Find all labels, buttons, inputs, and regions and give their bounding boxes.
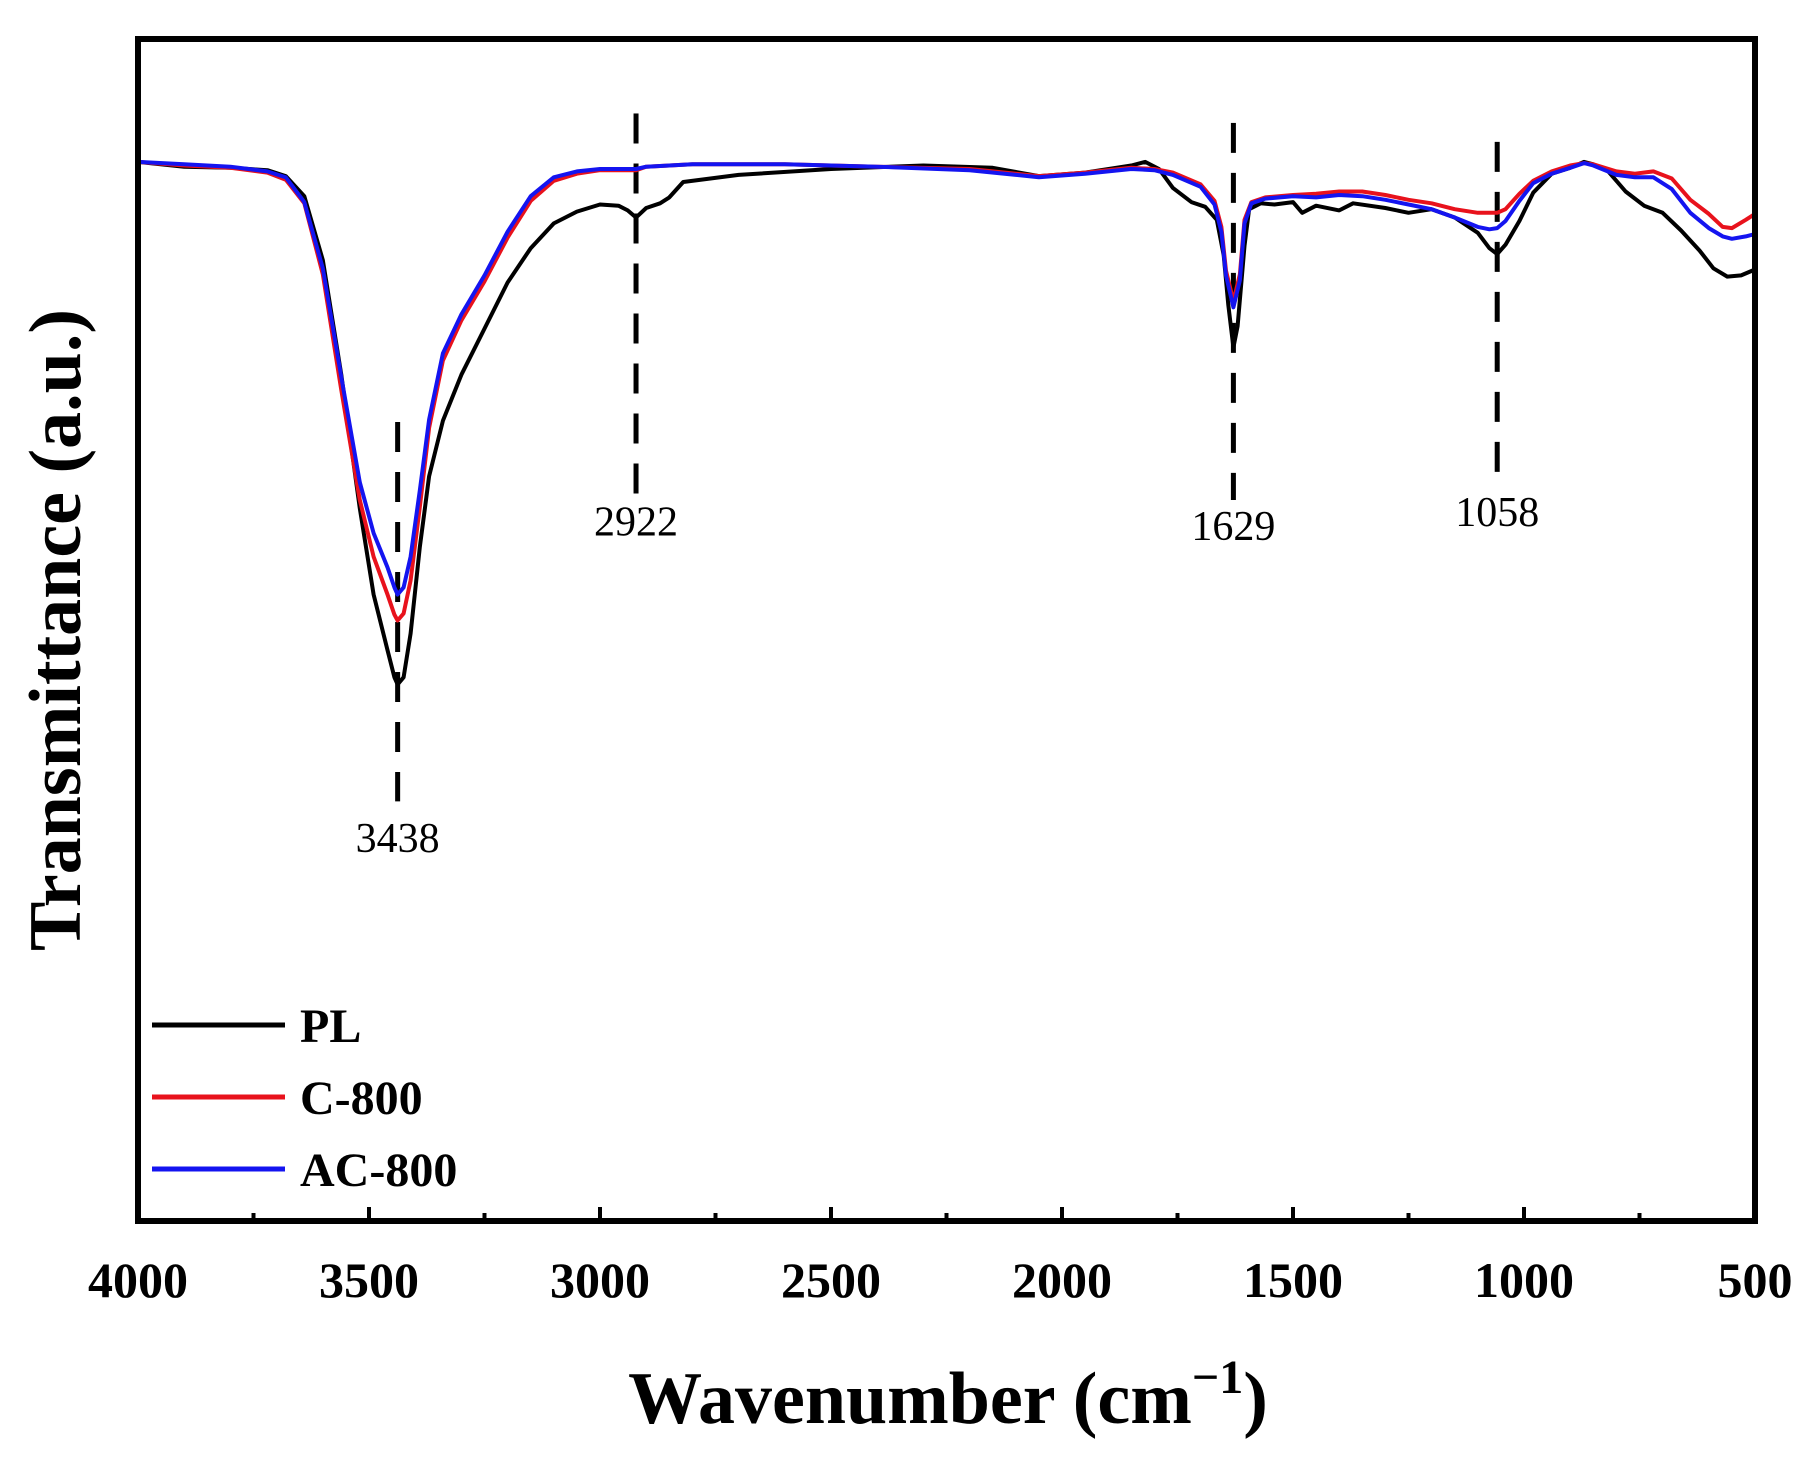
x-tick-label-1500: 1500 bbox=[1243, 1252, 1343, 1308]
legend-label-c-800: C-800 bbox=[300, 1072, 423, 1125]
y-axis-title: Transmittance (a.u.) bbox=[15, 309, 97, 951]
x-tick-label-3000: 3000 bbox=[550, 1252, 650, 1308]
series-line-pl bbox=[137, 159, 1756, 687]
peak-label-3438: 3438 bbox=[356, 816, 440, 862]
legend-label-ac-800: AC-800 bbox=[300, 1144, 457, 1197]
x-tick-label-3500: 3500 bbox=[319, 1252, 419, 1308]
x-tick-label-4000: 4000 bbox=[88, 1252, 188, 1308]
peak-label-1629: 1629 bbox=[1191, 504, 1275, 550]
x-tick-label-2500: 2500 bbox=[781, 1252, 881, 1308]
peak-annotations: 3438 2922 1629 1058 bbox=[356, 113, 1539, 862]
data-series bbox=[137, 159, 1757, 687]
peak-label-2922: 2922 bbox=[594, 499, 678, 545]
x-tick-label-2000: 2000 bbox=[1012, 1252, 1112, 1308]
x-axis-title: Wavenumber (cm−1) bbox=[628, 1351, 1268, 1440]
legend-label-pl: PL bbox=[300, 1000, 361, 1053]
x-axis-title-sup: −1 bbox=[1192, 1351, 1243, 1404]
series-line-ac-800 bbox=[137, 159, 1756, 597]
x-axis-title-close: ) bbox=[1243, 1358, 1268, 1440]
x-axis-ticks: 4000 3500 3000 2500 2000 1500 1000 500 bbox=[88, 1207, 1793, 1308]
x-axis-title-main: Wavenumber (cm bbox=[628, 1358, 1192, 1440]
legend: PL C-800 AC-800 bbox=[152, 1000, 457, 1197]
x-tick-label-1000: 1000 bbox=[1474, 1252, 1574, 1308]
peak-label-1058: 1058 bbox=[1455, 490, 1539, 536]
x-tick-label-500: 500 bbox=[1718, 1252, 1793, 1308]
